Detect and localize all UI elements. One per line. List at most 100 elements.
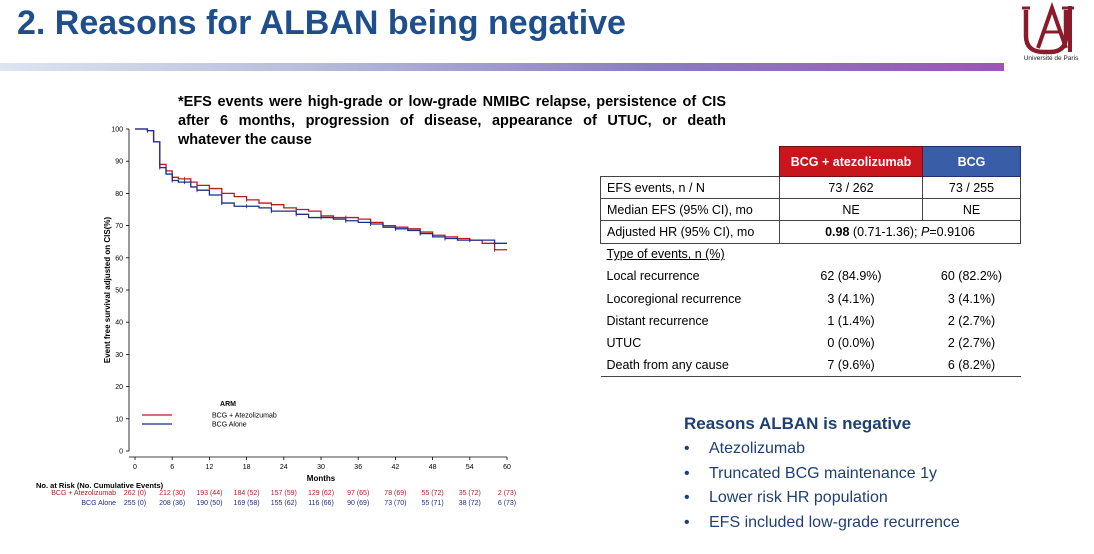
x-tick-label: 30: [317, 464, 325, 471]
y-tick-label: 60: [115, 255, 123, 262]
risk-row-label: BCG Alone: [81, 500, 116, 507]
x-tick-label: 48: [429, 464, 437, 471]
risk-cell: 212 (30): [159, 490, 186, 497]
table-row-event: Distant recurrence 1 (1.4%) 2 (2.7%): [601, 310, 1021, 332]
cell-bcg: 3 (4.1%): [947, 291, 996, 306]
column-header-atezolizumab: BCG + atezolizumab: [779, 146, 923, 177]
x-tick-label: 12: [206, 464, 214, 471]
cell-bcg: 6 (8.2%): [922, 354, 1021, 377]
risk-row-atezolizumab: BCG + Atezolizumab 262 (0) 212 (30) 193 (4…: [0, 490, 530, 500]
risk-cell: 55 (71): [421, 500, 444, 507]
table-row-event: Locoregional recurrence 3 (4.1%) 3 (4.1%…: [601, 287, 1021, 309]
table-row-efs-events: EFS events, n / N 73 / 262 73 / 255: [600, 175, 1021, 200]
risk-cell: 155 (62): [270, 500, 297, 507]
table-row-event: Death from any cause 7 (9.6%) 6 (8.2%): [600, 354, 1021, 377]
risk-cell: 193 (44): [196, 490, 223, 497]
km-chart: 0 10 20 30 40 50 60 70 80 90 100 0 6 12 18 24 30 36 42 48 54…: [103, 127, 511, 484]
cell-bcg: NE: [922, 198, 1021, 222]
reason-text: Lower risk HR population: [709, 489, 888, 506]
row-label: EFS events, n / N: [600, 175, 780, 200]
y-tick-label: 10: [115, 416, 123, 423]
cell-atezolizumab: 1 (1.4%): [827, 313, 875, 328]
column-header-bcg: BCG: [922, 146, 1021, 177]
x-tick-label: 42: [392, 464, 400, 471]
reasons-box: Reasons ALBAN is negative • Atezolizumab …: [684, 414, 960, 538]
cell-atezolizumab: 73 / 262: [779, 175, 923, 200]
legend-title: ARM: [220, 401, 236, 408]
risk-row-label: BCG + Atezolizumab: [51, 490, 116, 497]
km-curve-series-1: [135, 128, 507, 251]
row-label: UTUC: [606, 335, 642, 350]
y-tick-label: 90: [115, 159, 123, 166]
risk-row-bcg: BCG Alone 255 (0) 208 (36) 190 (50) 169 (58…: [0, 500, 530, 510]
risk-cell: 255 (0): [123, 500, 147, 507]
bullet-icon: •: [684, 464, 690, 482]
risk-cell: 157 (59): [270, 490, 297, 497]
hr-cell: 0.98 (0.71-1.36); P=0.9106: [779, 220, 1021, 244]
y-tick-label: 40: [115, 320, 123, 327]
x-tick-label: 36: [354, 464, 362, 471]
risk-cell: 184 (52): [233, 490, 260, 497]
x-tick-label: 60: [503, 464, 511, 471]
row-label: Adjusted HR (95% CI), mo: [600, 220, 780, 244]
bullet-icon: •: [684, 513, 690, 531]
cell-bcg: 2 (2.7%): [947, 335, 996, 350]
risk-cell: 6 (73): [497, 500, 517, 507]
efs-results-table: BCG + atezolizumab BCG EFS events, n / N…: [600, 146, 1021, 377]
x-axis-label: Months: [307, 474, 336, 483]
risk-cell: 35 (72): [458, 490, 481, 497]
logo-caption: Université de Paris: [1023, 55, 1079, 62]
risk-cell: 129 (62): [307, 490, 335, 497]
slide-title: 2. Reasons for ALBAN being negative: [17, 4, 626, 42]
x-tick-label: 6: [170, 464, 174, 471]
table-row-event: UTUC 0 (0.0%) 2 (2.7%): [601, 332, 1021, 354]
legend-label: BCG + Atezolizumab: [212, 413, 277, 420]
risk-cell: 78 (69): [384, 490, 407, 497]
row-label: Locoregional recurrence: [606, 291, 742, 306]
bullet-icon: •: [684, 489, 690, 506]
cell-bcg: 60 (82.2%): [940, 269, 1003, 284]
risk-cell: 90 (69): [347, 500, 370, 507]
y-tick-label: 70: [115, 223, 123, 230]
y-tick-label: 80: [115, 191, 123, 198]
cell-atezolizumab: 62 (84.9%): [820, 269, 882, 284]
reasons-list: • Atezolizumab • Truncated BCG maintenance…: [684, 440, 960, 538]
hr-ci: (0.71-1.36);: [849, 224, 922, 239]
risk-cell: 2 (73): [497, 490, 517, 497]
reason-text: Truncated BCG maintenance 1y: [709, 464, 937, 482]
row-label: Local recurrence: [606, 269, 700, 284]
cell-atezolizumab: 0 (0.0%): [827, 335, 875, 350]
hr-value: 0.98: [825, 224, 850, 239]
row-label: Distant recurrence: [606, 313, 709, 328]
table-row-adjusted-hr: Adjusted HR (95% CI), mo 0.98 (0.71-1.36…: [600, 220, 1021, 244]
risk-cell: 55 (72): [421, 490, 444, 497]
bullet-icon: •: [684, 440, 690, 457]
y-tick-label: 50: [115, 288, 123, 295]
cell-atezolizumab: 7 (9.6%): [779, 354, 923, 377]
table-row-type-of-events: Type of events, n (%): [601, 243, 1021, 265]
reason-item: • Atezolizumab: [684, 440, 960, 465]
risk-cell: 116 (66): [308, 500, 334, 507]
reason-item: • EFS included low-grade recurrence: [684, 514, 960, 539]
y-tick-label: 30: [115, 352, 123, 359]
cell-atezolizumab: 3 (4.1%): [827, 291, 875, 306]
p-value: =0.9106: [929, 224, 975, 239]
y-axis-label: Event free survival adjusted on CIS(%): [103, 217, 112, 364]
cell-bcg: 73 / 255: [922, 175, 1021, 200]
x-tick-label: 54: [466, 464, 474, 471]
y-tick-label: 0: [119, 449, 123, 456]
risk-table-header: No. at Risk (No. Cumulative Events): [36, 481, 164, 490]
reason-item: • Truncated BCG maintenance 1y: [684, 465, 960, 490]
km-curve-series-2: [135, 128, 507, 244]
risk-cell: 73 (70): [384, 500, 407, 507]
title-divider: [0, 63, 1004, 71]
row-label: Death from any cause: [600, 354, 780, 377]
row-label: Type of events, n (%): [606, 247, 725, 262]
reason-text: EFS included low-grade recurrence: [709, 513, 960, 531]
x-tick-label: 18: [243, 464, 251, 471]
reason-item: • Lower risk HR population: [684, 489, 960, 514]
risk-cell: 169 (58): [233, 500, 260, 507]
y-tick-label: 20: [115, 384, 123, 391]
cell-atezolizumab: NE: [779, 198, 923, 222]
risk-cell: 97 (65): [347, 490, 370, 497]
